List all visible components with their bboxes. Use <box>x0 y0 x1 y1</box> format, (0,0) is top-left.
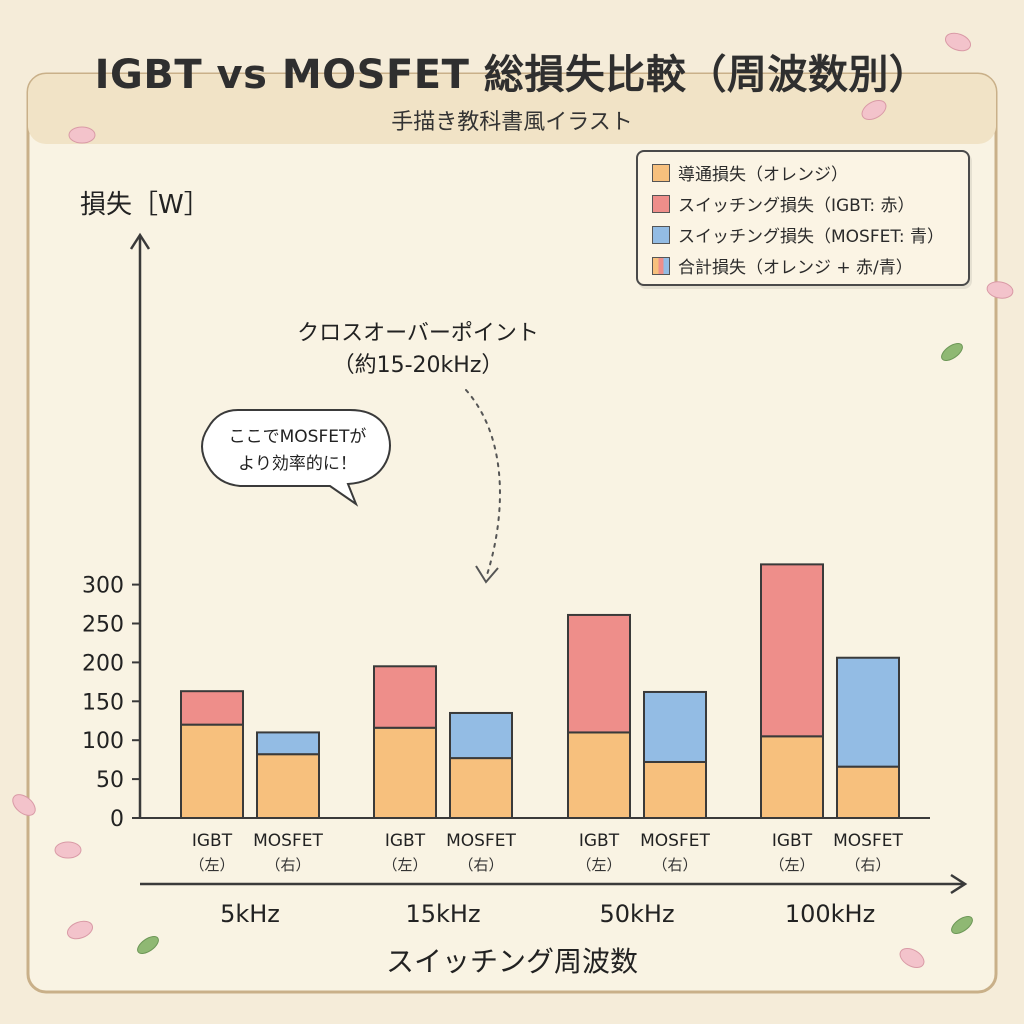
device-label: MOSFET <box>446 831 516 851</box>
leaf-decoration <box>941 343 963 361</box>
y-tick-label: 0 <box>110 807 124 832</box>
bubble-line-2: より効率的に！ <box>238 454 357 474</box>
device-side-label: （左） <box>769 856 814 874</box>
petal-decoration <box>861 100 887 120</box>
legend-swatch-switching-mosfet <box>652 225 670 244</box>
legend-item-switching-mosfet: スイッチング損失（MOSFET: 青） <box>638 219 968 250</box>
bar-mosfet-conduction <box>449 757 513 819</box>
x-category-label: 15kHz <box>405 900 480 928</box>
y-axis-label: 損失［W］ <box>80 190 210 220</box>
x-axis-arrowhead <box>950 873 968 895</box>
bar-mosfet-switching <box>643 690 707 763</box>
legend: 導通損失（オレンジ） スイッチング損失（IGBT: 赤） スイッチング損失（MO… <box>636 150 970 286</box>
bar-igbt-conduction <box>760 735 824 819</box>
device-label: IGBT <box>192 831 233 851</box>
y-tick-label: 200 <box>82 651 124 676</box>
legend-label-switching-mosfet: スイッチング損失（MOSFET: 青） <box>678 227 945 247</box>
petal-decoration <box>66 920 94 940</box>
leaf-decoration <box>951 916 973 934</box>
bar-igbt-switching <box>180 690 244 726</box>
y-tick-label: 300 <box>82 574 124 599</box>
x-category-label: 100kHz <box>785 900 875 928</box>
device-label: MOSFET <box>640 831 710 851</box>
speech-bubble <box>201 409 391 507</box>
legend-swatch-total <box>652 256 670 275</box>
device-side-label: （右） <box>652 856 697 874</box>
bar-mosfet-switching <box>836 656 900 768</box>
device-side-label: （右） <box>265 856 310 874</box>
device-label: IGBT <box>579 831 620 851</box>
crossover-range: （約15-20kHz） <box>332 353 504 378</box>
y-tick-label: 250 <box>82 613 124 638</box>
legend-label-conduction: 導通損失（オレンジ） <box>678 165 848 185</box>
y-tick-label: 150 <box>82 690 124 715</box>
bar-igbt-conduction <box>373 726 437 820</box>
bar-mosfet-conduction <box>643 760 707 820</box>
y-tick-label: 50 <box>96 768 124 793</box>
bar-igbt-switching <box>567 613 631 734</box>
device-side-label: （右） <box>458 856 503 874</box>
device-side-label: （左） <box>576 856 621 874</box>
device-side-label: （右） <box>845 856 890 874</box>
plot-area: 0 50 100 150 200 250 300 IGBT （左） MOSFET （右） 5kHz IG… <box>82 232 968 928</box>
bar-mosfet-switching <box>449 711 513 760</box>
bar-igbt-switching <box>760 563 824 738</box>
device-label: IGBT <box>385 831 426 851</box>
bar-mosfet-conduction <box>256 753 320 819</box>
x-axis-label: スイッチング周波数 <box>385 945 638 978</box>
x-category-label: 5kHz <box>220 900 280 928</box>
chart-subtitle: 手描き教科書風イラスト <box>391 110 633 135</box>
bubble-line-1: ここでMOSFETが <box>228 427 367 447</box>
bar-igbt-conduction <box>180 723 244 820</box>
device-label: MOSFET <box>833 831 903 851</box>
device-side-label: （左） <box>382 856 427 874</box>
y-axis-arrowhead <box>129 232 151 250</box>
petal-decoration <box>12 794 36 816</box>
crossover-arrowhead <box>475 565 499 584</box>
petal-decoration <box>68 126 96 144</box>
device-side-label: （左） <box>189 856 234 874</box>
header-band <box>28 74 996 144</box>
petal-decoration <box>54 841 82 859</box>
device-label: MOSFET <box>253 831 323 851</box>
legend-label-switching-igbt: スイッチング損失（IGBT: 赤） <box>678 196 915 216</box>
bar-mosfet-conduction <box>836 765 900 819</box>
crossover-arrow <box>465 389 501 579</box>
bar-igbt-switching <box>373 665 437 729</box>
petal-decoration <box>986 281 1014 299</box>
petal-decoration <box>899 948 925 968</box>
bar-mosfet-switching <box>256 731 320 756</box>
legend-item-total: 合計損失（オレンジ + 赤/青） <box>638 250 968 281</box>
device-label: IGBT <box>772 831 813 851</box>
y-tick-label: 100 <box>82 729 124 754</box>
leaf-decoration <box>137 936 159 954</box>
crossover-title: クロスオーバーポイント <box>297 321 539 346</box>
petal-decoration <box>944 32 972 52</box>
legend-swatch-switching-igbt <box>652 194 670 213</box>
crossover-annotation: クロスオーバーポイント （約15-20kHz） <box>268 318 568 382</box>
speech-bubble-text: ここでMOSFETが より効率的に！ <box>205 424 390 478</box>
legend-swatch-conduction <box>652 163 670 182</box>
decorations <box>12 32 1014 968</box>
legend-label-total: 合計損失（オレンジ + 赤/青） <box>678 258 913 278</box>
legend-item-switching-igbt: スイッチング損失（IGBT: 赤） <box>638 188 968 219</box>
chart-title: IGBT vs MOSFET 総損失比較（周波数別） <box>94 52 930 98</box>
x-category-label: 50kHz <box>599 900 674 928</box>
legend-item-conduction: 導通損失（オレンジ） <box>638 157 968 188</box>
bar-igbt-conduction <box>567 731 631 819</box>
